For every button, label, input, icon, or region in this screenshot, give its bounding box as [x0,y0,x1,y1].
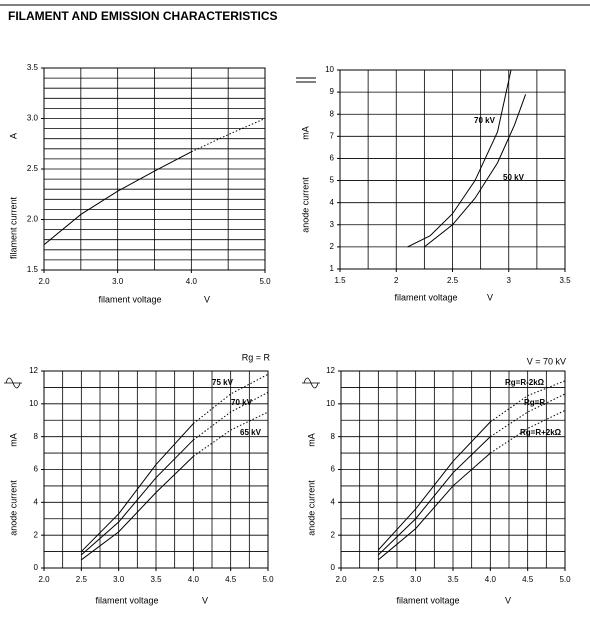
y-tick-label: 4 [331,497,336,506]
x-axis-unit: V [204,294,210,304]
x-tick-label: 2.0 [335,575,347,584]
curve [407,69,512,248]
y-axis-unit: mA [300,126,310,140]
x-tick-label: 2.0 [38,575,50,584]
chart-subtitle: V = 70 kV [527,356,566,366]
curve-label: 75 kV [212,378,234,387]
y-tick-label: 0 [331,563,336,572]
y-tick-label: 12 [29,366,38,375]
curve-extrapolated [193,411,269,457]
y-axis-title: anode current [8,480,18,536]
x-tick-label: 1.5 [334,276,346,285]
x-axis-unit: V [487,292,493,302]
x-tick-label: 4.0 [188,575,200,584]
y-tick-label: 1.5 [27,265,39,274]
y-tick-label: 4 [34,497,39,506]
x-tick-label: 5.0 [559,575,571,584]
x-tick-label: 3.5 [559,276,571,285]
y-axis-title: anode current [306,480,316,536]
ac-symbol [302,377,320,389]
curve-extrapolated [490,409,566,454]
y-tick-label: 10 [326,399,335,408]
y-axis-title: anode current [300,177,310,233]
x-tick-label: 3.0 [113,575,125,584]
x-tick-label: 2.5 [447,276,459,285]
y-tick-label: 6 [330,154,335,163]
curve-label: Rg=R+2kΩ [520,428,562,437]
page-title: FILAMENT AND EMISSION CHARACTERISTICS [8,9,278,23]
x-tick-label: 3.5 [447,575,459,584]
y-tick-label: 10 [325,65,334,74]
curve [378,452,491,561]
curve [424,94,527,248]
ac-symbol [4,377,22,389]
y-tick-label: 12 [326,366,335,375]
y-tick-label: 2 [330,242,335,251]
curve-extrapolated [193,391,269,441]
x-tick-label: 4.0 [485,575,497,584]
y-tick-label: 9 [330,87,335,96]
y-tick-label: 5 [330,176,335,185]
curve [43,151,192,246]
y-tick-label: 1 [330,264,335,273]
dc-symbol [296,77,316,83]
x-tick-label: 4.5 [522,575,534,584]
x-tick-label: 2.5 [373,575,385,584]
y-tick-label: 3 [330,220,335,229]
y-tick-label: 4 [330,198,335,207]
curve-label: 50 kV [503,173,525,182]
x-tick-label: 2 [394,276,399,285]
y-axis-unit: mA [306,433,316,447]
curve-extrapolated [490,393,566,438]
curve-extrapolated [191,118,266,153]
y-tick-label: 7 [330,131,335,140]
x-tick-label: 3.0 [410,575,422,584]
x-tick-label: 2.0 [38,277,50,286]
curve-label: Rg=R [524,398,545,407]
x-axis-title: filament voltage [394,292,457,302]
y-tick-label: 6 [34,465,39,474]
x-tick-label: 3.5 [150,575,162,584]
y-tick-label: 10 [29,399,38,408]
curve [377,421,491,551]
x-axis-unit: V [202,595,208,605]
y-tick-label: 2.5 [27,164,39,173]
x-tick-label: 3 [507,276,512,285]
y-tick-label: 8 [330,109,335,118]
x-tick-label: 2.5 [76,575,88,584]
curve [81,456,194,561]
curve-label: 70 kV [231,398,253,407]
x-axis-title: filament voltage [98,294,161,304]
y-axis-unit: A [8,133,18,139]
x-tick-label: 5.0 [262,575,274,584]
curve-extrapolated [490,380,566,423]
curve [80,423,194,552]
curve [377,436,491,556]
chart-subtitle: Rg = R [242,352,271,362]
x-tick-label: 3.0 [112,277,124,286]
curve-label: 65 kV [240,428,262,437]
y-axis-unit: mA [8,433,18,447]
y-tick-label: 3.5 [27,63,39,72]
y-tick-label: 2 [34,530,39,539]
y-tick-label: 8 [34,432,39,441]
y-tick-label: 0 [34,563,39,572]
x-tick-label: 4.0 [186,277,198,286]
x-tick-label: 4.5 [225,575,237,584]
x-tick-label: 5.0 [259,277,271,286]
y-tick-label: 3.0 [27,114,39,123]
x-axis-title: filament voltage [396,595,459,605]
curve-label: Rg=R-2kΩ [505,378,545,387]
x-axis-unit: V [505,595,511,605]
curve-label: 70 kV [474,116,496,125]
y-tick-label: 8 [331,432,336,441]
y-tick-label: 6 [331,465,336,474]
y-tick-label: 2.0 [27,215,39,224]
x-axis-title: filament voltage [95,595,158,605]
y-axis-title: filament current [8,196,18,259]
y-tick-label: 2 [331,530,336,539]
curve [81,439,194,556]
